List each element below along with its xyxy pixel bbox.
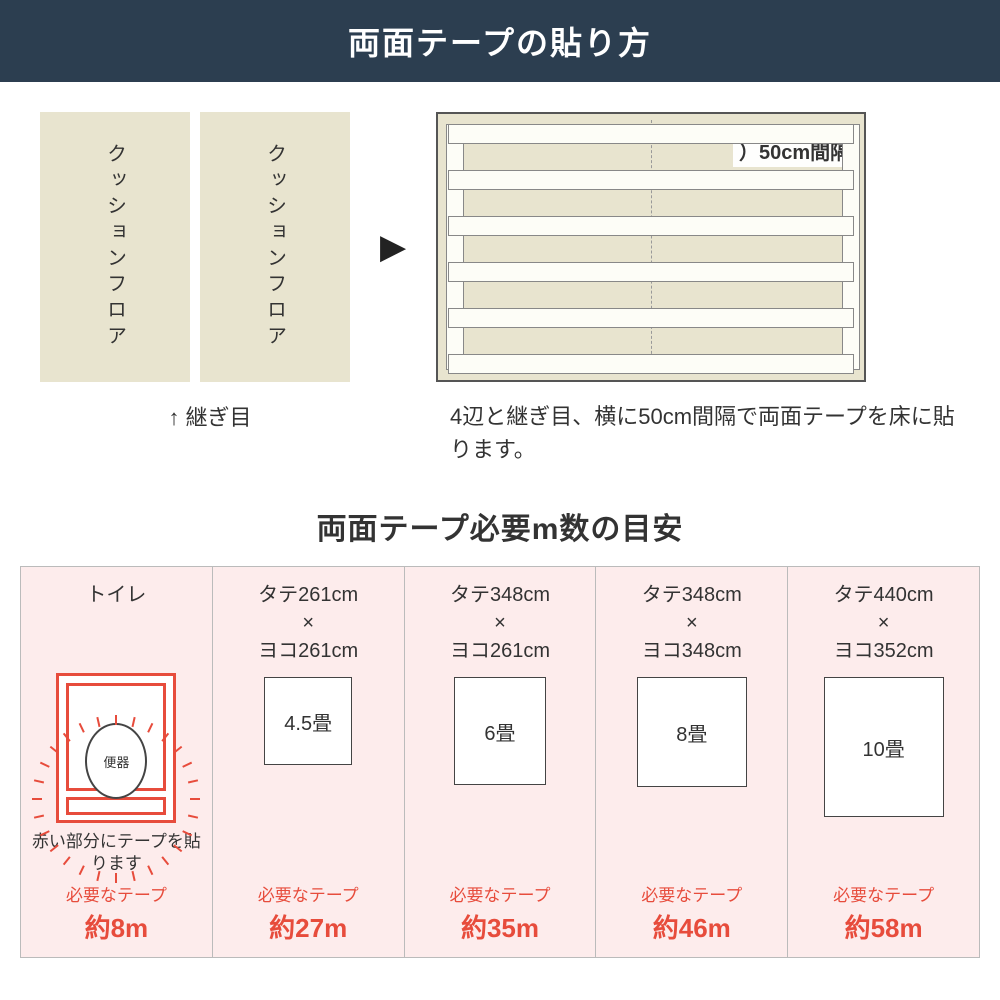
seam-line bbox=[651, 120, 652, 374]
tape-strip-horizontal bbox=[448, 216, 854, 236]
cell-room-1: タテ348cm × ヨコ261cm 6畳 必要なテープ 約35m bbox=[405, 566, 597, 958]
need-value: 約35m bbox=[461, 908, 539, 945]
cushion-floor-panel-2: クッションフロア bbox=[200, 112, 350, 382]
cell-dims: タテ348cm × ヨコ348cm bbox=[642, 581, 742, 669]
cell-room-3: タテ440cm × ヨコ352cm 10畳 必要なテープ 約58m bbox=[788, 566, 980, 958]
ray bbox=[190, 798, 200, 800]
ray bbox=[34, 779, 44, 783]
need-label: 必要なテープ bbox=[641, 881, 742, 906]
room-size-box: 4.5畳 bbox=[264, 677, 352, 765]
room-size-box: 8畳 bbox=[637, 677, 747, 787]
table-heading: 両面テープ必要m数の目安 bbox=[0, 490, 1000, 566]
tape-strip-vertical bbox=[842, 124, 860, 370]
need-label: 必要なテープ bbox=[258, 881, 359, 906]
diagram-captions: ↑ 継ぎ目 4辺と継ぎ目、横に50cm間隔で両面テープを床に貼ります。 bbox=[0, 392, 1000, 490]
toilet-note: 赤い部分にテープを貼ります bbox=[27, 831, 206, 875]
cell-toilet: トイレ 便器 赤い部分にテープを貼ります 必要なテープ 約8m bbox=[20, 566, 213, 958]
seam-caption: ↑ 継ぎ目 bbox=[40, 400, 380, 466]
need-value: 約8m bbox=[85, 908, 149, 945]
ray bbox=[188, 779, 198, 783]
cell-title: トイレ bbox=[86, 581, 146, 669]
application-diagram: クッションフロア クッションフロア ▶ ）50cm間隔 bbox=[0, 82, 1000, 392]
need-label: 必要なテープ bbox=[450, 881, 551, 906]
cell-dims: タテ348cm × ヨコ261cm bbox=[450, 581, 550, 669]
cell-dims: タテ261cm × ヨコ261cm bbox=[258, 581, 358, 669]
tape-strip-horizontal bbox=[448, 262, 854, 282]
page-header: 両面テープの貼り方 bbox=[0, 0, 1000, 82]
instruction-caption: 4辺と継ぎ目、横に50cm間隔で両面テープを床に貼ります。 bbox=[380, 400, 960, 466]
ray bbox=[183, 762, 193, 768]
header-title: 両面テープの貼り方 bbox=[348, 25, 652, 61]
toilet-diagram: 便器 bbox=[56, 673, 176, 823]
toilet-seat: 便器 bbox=[85, 723, 147, 799]
tape-strip-vertical bbox=[446, 124, 464, 370]
tape-strip-horizontal bbox=[448, 170, 854, 190]
cell-dims: タテ440cm × ヨコ352cm bbox=[834, 581, 934, 669]
tape-layout-diagram: ）50cm間隔 bbox=[436, 112, 866, 382]
ray bbox=[34, 814, 44, 818]
need-value: 約58m bbox=[845, 908, 923, 945]
ray bbox=[115, 715, 117, 725]
tape-strip-horizontal bbox=[448, 308, 854, 328]
room-size-box: 6畳 bbox=[454, 677, 546, 785]
tape-strip-horizontal bbox=[448, 354, 854, 374]
tape-requirement-table: トイレ 便器 赤い部分にテープを貼ります 必要なテープ 約8m タテ261cm … bbox=[20, 566, 980, 958]
need-value: 約27m bbox=[269, 908, 347, 945]
room-size-box: 10畳 bbox=[824, 677, 944, 817]
ray bbox=[40, 762, 50, 768]
tape-strip-horizontal bbox=[448, 124, 854, 144]
ray bbox=[32, 798, 42, 800]
panel-label: クッションフロア bbox=[261, 143, 290, 351]
after-diagram-wrap: ）50cm間隔 bbox=[436, 112, 960, 382]
arrow-icon: ▶ bbox=[380, 227, 406, 267]
need-label: 必要なテープ bbox=[833, 881, 934, 906]
cushion-floor-panel-1: クッションフロア bbox=[40, 112, 190, 382]
panel-label: クッションフロア bbox=[101, 143, 130, 351]
need-label: 必要なテープ bbox=[66, 881, 167, 906]
need-value: 約46m bbox=[653, 908, 731, 945]
ray bbox=[188, 814, 198, 818]
cell-room-2: タテ348cm × ヨコ348cm 8畳 必要なテープ 約46m bbox=[596, 566, 788, 958]
cell-room-0: タテ261cm × ヨコ261cm 4.5畳 必要なテープ 約27m bbox=[213, 566, 405, 958]
before-panels: クッションフロア クッションフロア bbox=[40, 112, 350, 382]
